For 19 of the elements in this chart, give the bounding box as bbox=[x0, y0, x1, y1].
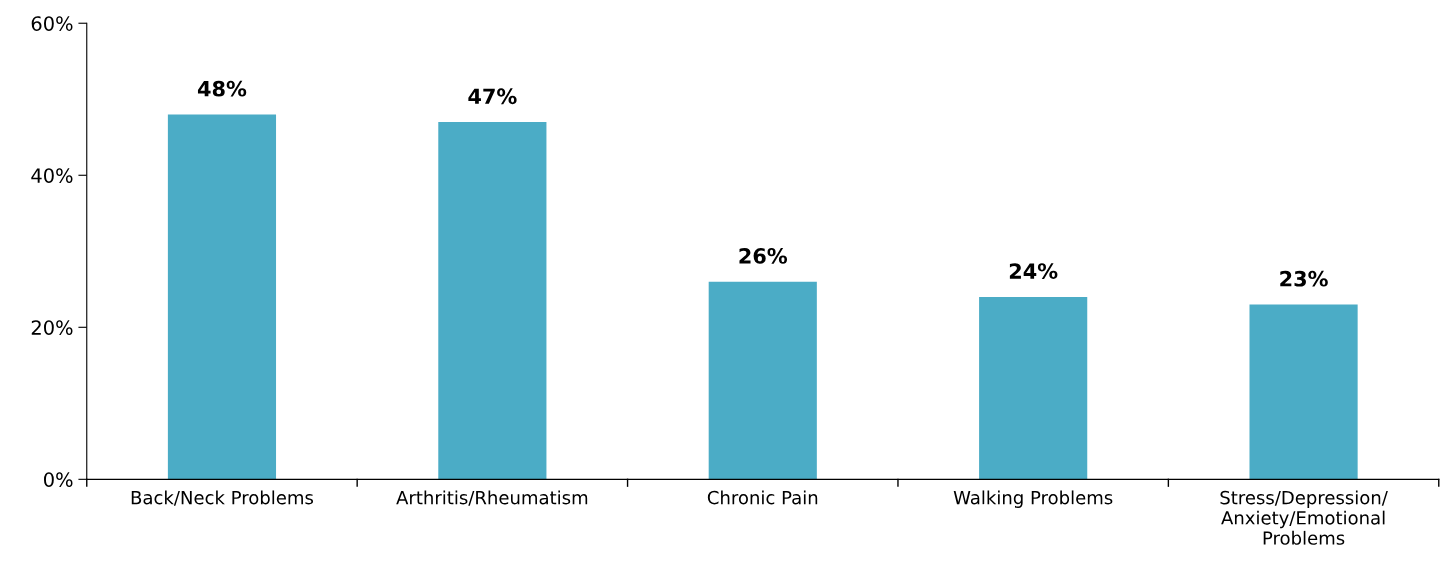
bar bbox=[1249, 304, 1358, 480]
bar bbox=[708, 281, 817, 480]
y-tick-label: 0% bbox=[44, 472, 73, 487]
x-tick-label: Chronic Pain bbox=[707, 490, 818, 505]
data-label: 47% bbox=[468, 88, 517, 105]
y-tick-label: 60% bbox=[31, 16, 73, 31]
data-label: 23% bbox=[1280, 270, 1328, 287]
bar bbox=[979, 296, 1088, 480]
data-label: 48% bbox=[197, 80, 247, 97]
y-tick-label: 40% bbox=[31, 168, 73, 183]
y-tick-label: 20% bbox=[31, 320, 73, 335]
x-tick-label: Back/Neck Problems bbox=[131, 490, 314, 506]
bar bbox=[438, 122, 547, 480]
bar bbox=[167, 114, 277, 480]
data-label: 26% bbox=[739, 248, 788, 264]
data-label: 24% bbox=[1009, 263, 1058, 279]
x-tick-label: Stress/Depression/ Anxiety/Emotional Problems bbox=[1220, 490, 1388, 545]
x-tick-label: Arthritis/Rheumatism bbox=[396, 490, 588, 506]
x-tick-label: Walking Problems bbox=[953, 490, 1113, 508]
